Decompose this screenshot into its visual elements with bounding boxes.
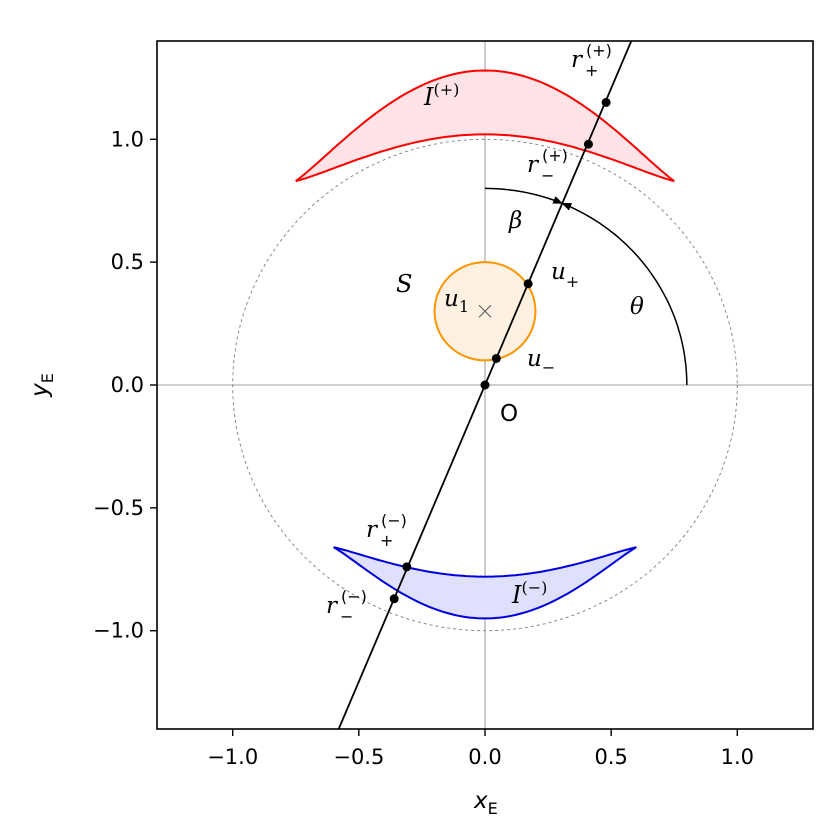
source-label: S — [396, 270, 412, 298]
source-center-cross — [478, 304, 492, 318]
x-tick-label: −1.0 — [207, 745, 258, 769]
x-tick-label: 1.0 — [721, 745, 754, 769]
svg-text:(−): (−) — [341, 587, 367, 606]
u1-label: u1 — [444, 286, 469, 316]
svg-text:r: r — [326, 593, 339, 619]
plot-area — [157, 41, 813, 729]
point-u-plus — [523, 279, 533, 289]
u-plus-label: u+ — [551, 259, 579, 291]
x-tick-label: 0.0 — [468, 745, 501, 769]
svg-text:+: + — [585, 61, 598, 80]
image-minus-region — [333, 546, 637, 620]
r-minus-plus-label: r (+) − — [527, 146, 568, 185]
svg-text:r: r — [366, 517, 379, 543]
beta-label: β — [508, 208, 522, 234]
svg-text:−: − — [340, 607, 353, 626]
svg-text:(−): (−) — [381, 511, 407, 530]
point-r-minus-plus — [583, 139, 593, 149]
x-tick-label: −0.5 — [333, 745, 384, 769]
r-plus-minus-label: r (−) + — [366, 511, 407, 550]
x-tick-label: 0.5 — [594, 745, 627, 769]
svg-text:r: r — [571, 47, 584, 73]
y-tick-label: −0.5 — [93, 496, 144, 520]
x-ticks: −1.0 −0.5 0.0 0.5 1.0 — [207, 729, 754, 769]
einstein-ring — [232, 138, 738, 632]
y-tick-label: 0.0 — [111, 373, 144, 397]
point-r-minus-minus — [389, 594, 399, 604]
image-plus-label: I(+) — [423, 80, 459, 111]
annotations: O S u1 u+ u− β θ I(+) I(−) r (+) + r (+)… — [326, 41, 644, 626]
theta-label: θ — [630, 294, 644, 320]
y-tick-label: −1.0 — [93, 619, 144, 643]
r-minus-minus-label: r (−) − — [326, 587, 367, 626]
u-minus-label: u− — [527, 346, 555, 377]
point-origin — [480, 380, 490, 390]
svg-text:(+): (+) — [542, 146, 568, 165]
svg-text:−: − — [541, 166, 554, 185]
svg-text:(+): (+) — [586, 41, 612, 60]
svg-text:r: r — [527, 152, 540, 178]
origin-label: O — [500, 401, 518, 427]
point-r-plus-plus — [601, 97, 611, 107]
image-minus-label: I(−) — [511, 578, 547, 609]
beta-arc — [485, 187, 564, 205]
y-axis-label: yE — [27, 373, 57, 398]
image-plus-region — [295, 69, 675, 183]
point-u-minus — [491, 353, 501, 363]
y-ticks: −1.0 −0.5 0.0 0.5 1.0 — [93, 127, 157, 643]
point-r-plus-minus — [402, 562, 412, 572]
y-tick-label: 0.5 — [111, 250, 144, 274]
marked-points — [389, 97, 611, 604]
theta-arc — [561, 202, 688, 385]
svg-text:+: + — [380, 531, 393, 550]
y-tick-label: 1.0 — [111, 127, 144, 151]
x-axis-label: xE — [473, 788, 498, 818]
r-plus-plus-label: r (+) + — [571, 41, 612, 80]
